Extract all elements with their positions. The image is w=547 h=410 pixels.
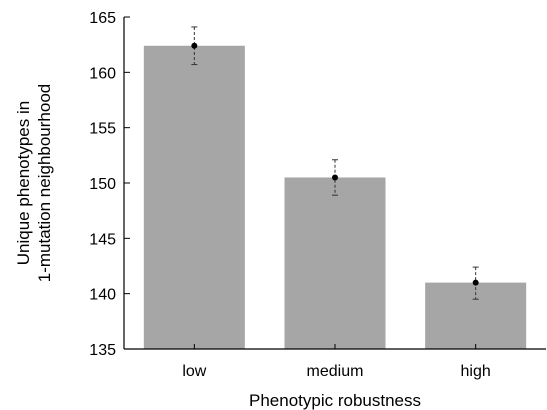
x-tick-label: high [461,363,491,380]
error-bars [191,26,479,300]
mean-point-medium [332,174,338,181]
y-tick-label: 165 [89,10,116,27]
mean-point-low [191,42,198,49]
y-tick-label: 155 [89,121,116,138]
x-axis-ticks: low medium high [182,344,491,380]
bars [143,45,527,349]
y-axis-label-line-1: Unique phenotypes in [14,101,33,265]
y-tick-label: 145 [89,231,116,248]
mean-point-high [472,279,479,286]
y-tick-label: 160 [89,65,116,82]
bar-medium [284,177,386,349]
y-tick-label: 135 [89,342,116,359]
x-tick-label: medium [307,363,364,380]
y-axis-label-line-2: 1-mutation neighbourhood [35,84,54,282]
y-tick-label: 150 [89,176,116,193]
y-tick-label: 140 [89,287,116,304]
x-tick-label: low [182,363,206,380]
bar-low [143,45,245,349]
y-axis-ticks: 135 140 145 150 155 160 165 [89,10,130,359]
x-axis-label: Phenotypic robustness [249,391,421,410]
